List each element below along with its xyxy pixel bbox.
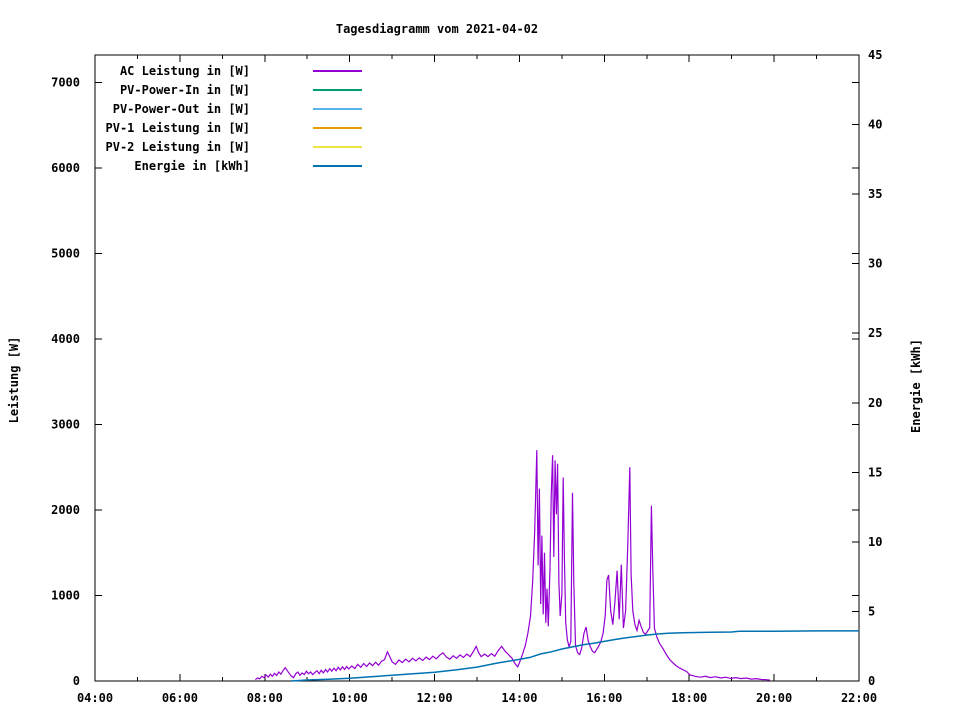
x-tick-label: 06:00 (162, 691, 198, 705)
x-tick-label: 12:00 (416, 691, 452, 705)
x-tick-label: 08:00 (247, 691, 283, 705)
y-right-tick-label: 20 (868, 396, 882, 410)
y-axis-left-label: Leistung [W] (7, 336, 21, 424)
legend-color-sample (313, 127, 362, 129)
y-right-tick-label: 5 (868, 604, 875, 618)
x-tick-label: 10:00 (332, 691, 368, 705)
legend-label: Energie in [kWh] (134, 159, 250, 173)
y-right-tick-label: 40 (868, 118, 882, 132)
x-tick-label: 20:00 (756, 691, 792, 705)
y-left-tick-label: 6000 (51, 161, 80, 175)
legend-color-sample (313, 89, 362, 91)
legend-label: PV-Power-In in [W] (119, 83, 250, 97)
y-axis-right-label: Energie [kWh] (909, 339, 923, 433)
legend-color-sample (313, 165, 362, 167)
y-left-tick-label: 5000 (51, 246, 80, 260)
legend-label: AC Leistung in [W] (119, 64, 250, 78)
legend-color-sample (313, 108, 362, 110)
y-right-tick-label: 10 (868, 535, 882, 549)
legend-color-sample (313, 146, 362, 148)
x-tick-label: 16:00 (586, 691, 622, 705)
y-left-tick-label: 4000 (51, 332, 80, 346)
legend-label: PV-2 Leistung in [W] (105, 140, 251, 154)
y-left-tick-label: 1000 (51, 588, 80, 602)
y-right-tick-label: 0 (868, 674, 875, 688)
y-left-tick-label: 3000 (51, 417, 80, 431)
y-right-tick-label: 30 (868, 257, 882, 271)
legend-label: PV-Power-Out in [W] (112, 102, 250, 116)
chart-title: Tagesdiagramm vom 2021-04-02 (335, 22, 539, 36)
x-tick-label: 04:00 (77, 691, 113, 705)
y-right-tick-label: 25 (868, 326, 882, 340)
legend-label: PV-1 Leistung in [W] (105, 121, 251, 135)
y-right-tick-label: 45 (868, 48, 882, 62)
y-left-tick-label: 2000 (51, 503, 80, 517)
y-left-tick-label: 0 (73, 674, 80, 688)
legend-color-sample (313, 70, 362, 72)
y-right-tick-label: 15 (868, 465, 882, 479)
x-tick-label: 18:00 (671, 691, 707, 705)
y-right-tick-label: 35 (868, 187, 882, 201)
series-line-energie-in-kwh (291, 630, 859, 682)
series-line-ac-leistung-in-w (255, 450, 770, 681)
x-tick-label: 14:00 (501, 691, 537, 705)
y-left-tick-label: 7000 (51, 75, 80, 89)
x-tick-label: 22:00 (841, 691, 877, 705)
